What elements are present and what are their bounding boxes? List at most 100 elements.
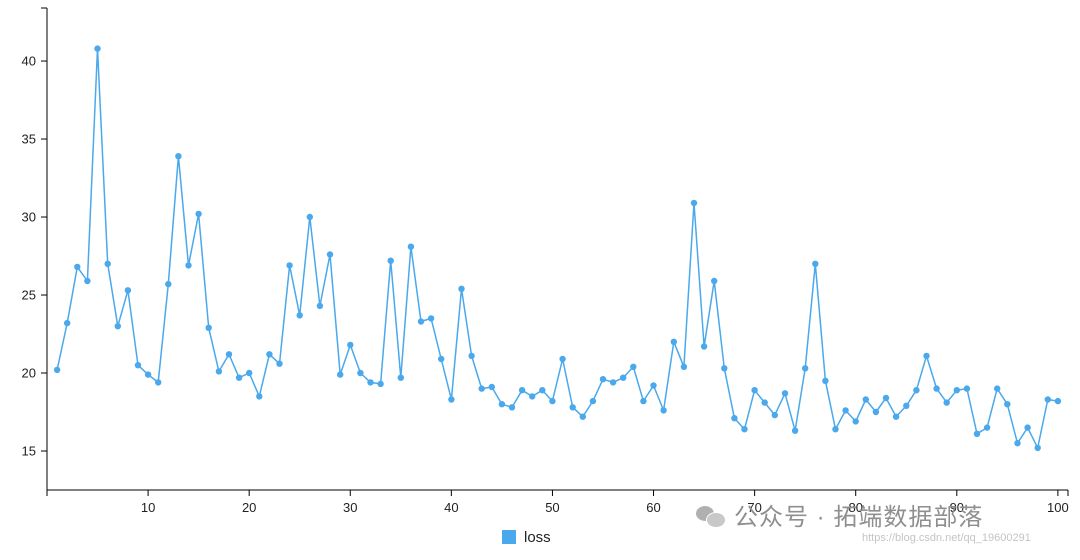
data-point [357, 369, 364, 377]
data-point [1004, 401, 1011, 408]
data-point [963, 385, 971, 392]
data-point [953, 387, 960, 394]
data-point [215, 368, 223, 375]
data-point [165, 280, 172, 288]
x-tick-label: 30 [343, 500, 357, 515]
data-point [498, 401, 506, 408]
data-point [640, 397, 647, 405]
data-point [114, 323, 122, 330]
data-point [1034, 444, 1041, 452]
data-point [812, 260, 819, 267]
data-point [488, 383, 495, 391]
data-point [53, 366, 61, 374]
data-point [751, 387, 758, 394]
data-point [771, 411, 778, 419]
data-point [518, 387, 526, 394]
data-point [195, 210, 202, 218]
watermark: 公众号 · 拓端数据部落 [696, 497, 983, 532]
data-point [337, 371, 344, 378]
data-point [246, 369, 253, 377]
data-point [529, 393, 536, 400]
data-point [983, 424, 991, 431]
data-point [316, 302, 324, 310]
watermark-url: https://blog.csdn.net/qq_19600291 [862, 532, 1031, 544]
y-tick-label: 35 [22, 132, 36, 147]
x-tick-label: 50 [545, 500, 559, 515]
data-point [802, 365, 809, 372]
data-point [306, 213, 313, 221]
data-point [286, 262, 293, 269]
data-point [508, 404, 516, 411]
data-point [903, 402, 910, 409]
data-point [448, 396, 455, 403]
data-point [347, 341, 354, 349]
data-point [438, 355, 445, 363]
data-point [155, 379, 162, 386]
x-tick-label: 10 [141, 500, 155, 515]
data-point [569, 404, 576, 411]
data-point [822, 377, 829, 384]
data-point [104, 260, 111, 267]
data-point [367, 379, 374, 386]
data-point [741, 426, 748, 433]
x-tick-label: 80 [848, 500, 862, 515]
data-point [377, 380, 384, 388]
data-point [862, 396, 869, 403]
x-tick-label: 20 [242, 500, 256, 515]
legend-swatch [502, 530, 516, 544]
data-point [458, 285, 465, 292]
data-point [609, 379, 617, 386]
data-point [721, 365, 728, 372]
data-point [326, 251, 334, 258]
data-point [387, 257, 394, 264]
data-point [842, 407, 849, 414]
data-point [1024, 424, 1031, 431]
data-point [205, 324, 212, 331]
data-point [731, 415, 738, 422]
data-point [872, 408, 880, 416]
data-point [700, 343, 708, 350]
data-point [670, 338, 677, 345]
data-point [650, 382, 657, 389]
data-point [225, 351, 233, 358]
x-tick-label: 90 [950, 500, 964, 515]
data-point [175, 153, 182, 160]
data-point [630, 363, 637, 370]
legend-label-loss: loss [524, 528, 551, 546]
data-point [539, 387, 546, 394]
data-point [660, 407, 667, 414]
data-point [832, 426, 839, 433]
y-tick-label: 15 [22, 444, 36, 459]
data-point [144, 371, 152, 378]
data-point [84, 277, 91, 285]
data-point [235, 374, 243, 381]
legend[interactable]: loss [502, 527, 551, 547]
data-point [589, 397, 597, 405]
data-point [690, 199, 698, 207]
x-tick-label: 40 [444, 500, 458, 515]
data-point [1014, 440, 1021, 447]
data-point [1054, 397, 1062, 405]
data-point [124, 287, 132, 294]
x-tick-label: 60 [646, 500, 660, 515]
y-tick-label: 30 [22, 210, 36, 225]
data-point [892, 413, 900, 420]
data-point [781, 390, 789, 397]
data-point [407, 243, 415, 250]
data-point [478, 385, 485, 392]
data-point [923, 352, 930, 360]
data-point [791, 427, 799, 434]
data-point [296, 312, 303, 319]
data-point [427, 315, 435, 322]
data-point [549, 397, 556, 405]
data-point [579, 413, 586, 420]
data-point [711, 277, 718, 285]
data-point [134, 362, 142, 369]
data-point [943, 399, 950, 406]
series-line-loss [56, 47, 1059, 449]
data-point [1044, 396, 1052, 403]
data-point [973, 430, 981, 437]
y-tick-label: 25 [22, 288, 36, 303]
data-point [994, 385, 1001, 392]
